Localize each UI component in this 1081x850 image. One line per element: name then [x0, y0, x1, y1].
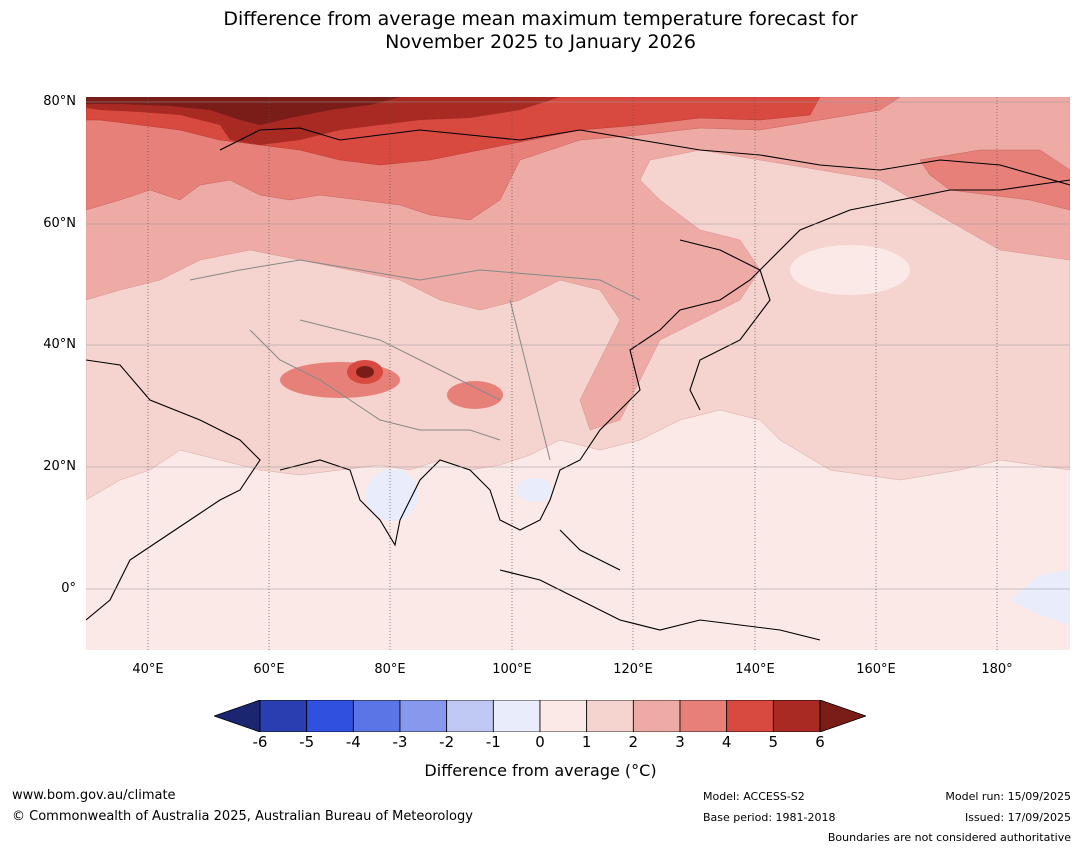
temperature-anomaly-map: [86, 97, 1070, 650]
lon-label-80e: 80°E: [374, 662, 406, 677]
anomaly-zone-3-4-east: [919, 149, 1070, 211]
lon-label-60e: 60°E: [253, 662, 285, 677]
colorbar-tick-label: -4: [345, 733, 361, 751]
colorbar-tick-label: 2: [628, 733, 639, 751]
footer-copyright: © Commonwealth of Australia 2025, Austra…: [12, 809, 473, 824]
anomaly-cool-indochina: [517, 478, 553, 502]
colorbar-tick-label: -6: [252, 733, 268, 751]
colorbar-swatch: [632, 700, 681, 732]
lat-label-60n: 60°N: [43, 216, 76, 231]
colorbar-tick-label: -5: [299, 733, 315, 751]
anomaly-spot-tibet: [280, 362, 400, 398]
anomaly-low-japan-sea: [790, 245, 910, 295]
colorbar-tick-label: -3: [392, 733, 408, 751]
colorbar-tick-label: 6: [815, 733, 825, 751]
footer-model: Model: ACCESS-S2: [703, 790, 805, 803]
footer-base-period: Base period: 1981-2018: [703, 811, 836, 824]
chart-title: Difference from average mean maximum tem…: [0, 8, 1081, 54]
colorbar-swatch: [726, 700, 774, 732]
colorbar-swatch: [772, 700, 821, 732]
lon-label-120e: 120°E: [613, 662, 653, 677]
meridians: [147, 97, 998, 650]
colorbar: [214, 700, 866, 732]
colorbar-tick-label: -2: [439, 733, 455, 751]
anomaly-spot-plateau: [447, 381, 503, 409]
colorbar-extend-high: [819, 700, 866, 732]
colorbar-swatch: [586, 700, 634, 732]
lat-label-20n: 20°N: [43, 459, 76, 474]
colorbar-swatch: [679, 700, 728, 732]
colorbar-swatch: [352, 700, 401, 732]
coastlines: [86, 127, 1070, 641]
lat-label-40n: 40°N: [43, 337, 76, 352]
title-line-2: November 2025 to January 2026: [385, 31, 696, 53]
lat-label-80n: 80°N: [43, 94, 76, 109]
anomaly-cool-pacific: [1010, 570, 1070, 625]
footer-url: www.bom.gov.au/climate: [12, 788, 176, 803]
colorbar-swatch: [259, 700, 308, 732]
colorbar-tick-label: 4: [721, 733, 732, 751]
footer-disclaimer: Boundaries are not considered authoritat…: [827, 831, 1071, 844]
lon-label-180: 180°: [981, 662, 1013, 677]
lon-label-140e: 140°E: [735, 662, 775, 677]
colorbar-swatch: [399, 700, 448, 732]
colorbar-tick-label: 0: [535, 733, 545, 751]
lat-label-0: 0°: [61, 581, 76, 596]
anomaly-spot-kashmir-core: [356, 366, 374, 378]
colorbar-tick-label: -1: [485, 733, 501, 751]
anomaly-zone-above-6: [86, 97, 400, 125]
colorbar-tick-label: 5: [768, 733, 779, 751]
colorbar-label: Difference from average (°C): [424, 761, 657, 780]
colorbar-swatch: [446, 700, 494, 732]
title-line-1: Difference from average mean maximum tem…: [223, 8, 858, 30]
colorbar-swatch: [306, 700, 354, 732]
footer-issued: Issued: 17/09/2025: [964, 811, 1071, 824]
colorbar-tick-label: 1: [581, 733, 592, 751]
footer-model-run: Model run: 15/09/2025: [945, 790, 1071, 803]
country-borders: [189, 259, 641, 461]
colorbar-tick-label: 3: [675, 733, 685, 751]
lon-label-160e: 160°E: [856, 662, 896, 677]
colorbar-swatch: [539, 700, 588, 732]
lon-label-100e: 100°E: [492, 662, 532, 677]
anomaly-cool-india: [366, 469, 418, 521]
lon-label-40e: 40°E: [132, 662, 164, 677]
colorbar-extend-low: [214, 700, 261, 732]
graticule: [86, 101, 1070, 590]
colorbar-swatch: [492, 700, 541, 732]
